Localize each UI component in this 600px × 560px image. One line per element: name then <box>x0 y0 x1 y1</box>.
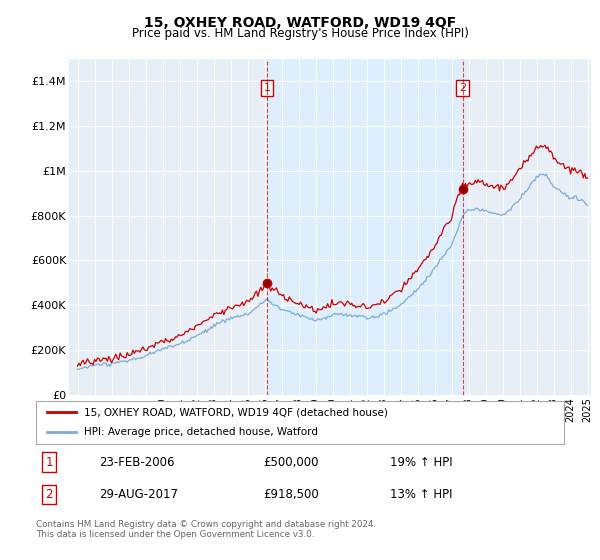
Text: Price paid vs. HM Land Registry's House Price Index (HPI): Price paid vs. HM Land Registry's House … <box>131 27 469 40</box>
Text: £918,500: £918,500 <box>263 488 319 501</box>
Text: 13% ↑ HPI: 13% ↑ HPI <box>390 488 452 501</box>
Text: 23-FEB-2006: 23-FEB-2006 <box>100 456 175 469</box>
Bar <box>267 59 463 395</box>
Text: 1: 1 <box>46 456 53 469</box>
Text: £500,000: £500,000 <box>263 456 319 469</box>
Text: 1: 1 <box>263 83 271 93</box>
Text: Contains HM Land Registry data © Crown copyright and database right 2024.
This d: Contains HM Land Registry data © Crown c… <box>36 520 376 539</box>
Text: 2: 2 <box>46 488 53 501</box>
Text: HPI: Average price, detached house, Watford: HPI: Average price, detached house, Watf… <box>83 427 317 437</box>
Text: 15, OXHEY ROAD, WATFORD, WD19 4QF: 15, OXHEY ROAD, WATFORD, WD19 4QF <box>144 16 456 30</box>
Text: 15, OXHEY ROAD, WATFORD, WD19 4QF (detached house): 15, OXHEY ROAD, WATFORD, WD19 4QF (detac… <box>83 408 388 417</box>
Text: 29-AUG-2017: 29-AUG-2017 <box>100 488 178 501</box>
Text: 2: 2 <box>459 83 466 93</box>
Text: 19% ↑ HPI: 19% ↑ HPI <box>390 456 452 469</box>
